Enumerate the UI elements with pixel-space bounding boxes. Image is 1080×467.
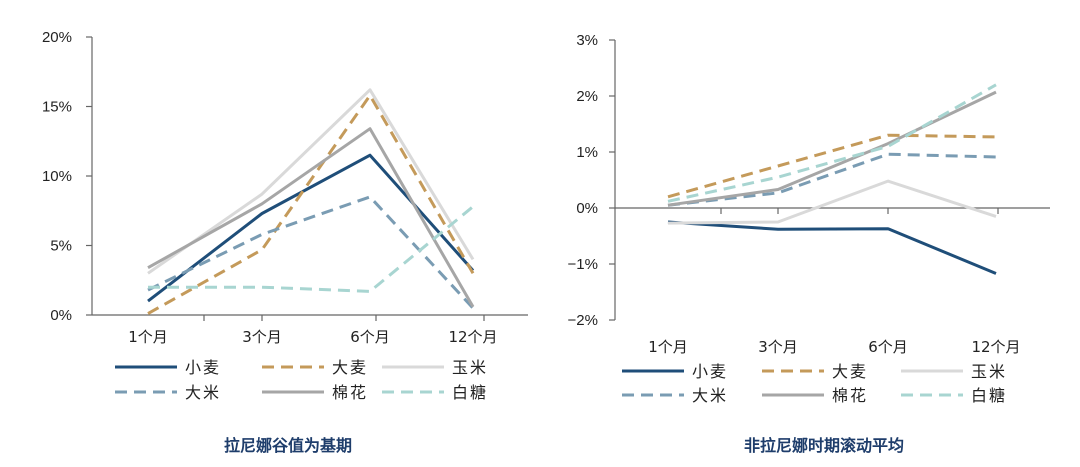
legend-label: 白糖 <box>452 383 488 402</box>
legend-label: 白糖 <box>971 386 1007 405</box>
legend-label: 大米 <box>185 383 221 402</box>
legend-label: 棉花 <box>832 386 868 405</box>
legend-label: 棉花 <box>332 383 368 402</box>
chart-caption: 非拉尼娜时期滚动平均 <box>744 436 904 455</box>
series-line-玉米 <box>147 88 475 275</box>
series-line-白糖 <box>667 83 997 203</box>
y-tick-label: 5% <box>50 238 72 255</box>
series-line-大麦 <box>147 93 475 315</box>
y-tick-label: 0% <box>50 307 72 324</box>
legend-label: 大麦 <box>332 358 368 377</box>
legend-label: 玉米 <box>971 362 1007 381</box>
series-line-小麦 <box>667 220 997 275</box>
y-tick-label: −1% <box>568 256 598 273</box>
y-tick-label: 0% <box>576 200 598 217</box>
series-line-棉花 <box>147 127 475 308</box>
series-line-白糖 <box>148 205 474 293</box>
y-tick-label: 1% <box>576 144 598 161</box>
series-line-玉米 <box>667 179 997 225</box>
y-tick-label: 15% <box>42 99 72 116</box>
y-tick-label: −2% <box>568 312 598 329</box>
legend-label: 小麦 <box>692 362 728 381</box>
series-line-大米 <box>147 195 475 310</box>
series-line-小麦 <box>147 153 475 303</box>
y-tick-label: 10% <box>42 168 72 185</box>
series-line-棉花 <box>667 90 997 207</box>
legend-label: 大米 <box>692 386 728 405</box>
x-tick-label: 12个月 <box>971 338 1020 356</box>
series-line-大麦 <box>667 133 997 199</box>
y-tick-label: 2% <box>576 88 598 105</box>
x-tick-label: 1个月 <box>648 338 688 356</box>
x-tick-label: 6个月 <box>868 338 908 356</box>
chart-caption: 拉尼娜谷值为基期 <box>224 436 352 455</box>
y-tick-label: 20% <box>42 29 72 46</box>
legend-label: 小麦 <box>185 358 221 377</box>
x-tick-label: 3个月 <box>242 328 282 346</box>
y-tick-label: 3% <box>576 32 598 49</box>
x-tick-label: 6个月 <box>350 328 390 346</box>
legend-label: 玉米 <box>452 358 488 377</box>
x-tick-label: 12个月 <box>448 328 497 346</box>
x-tick-label: 1个月 <box>128 328 168 346</box>
legend-label: 大麦 <box>832 362 868 381</box>
x-tick-label: 3个月 <box>758 338 798 356</box>
